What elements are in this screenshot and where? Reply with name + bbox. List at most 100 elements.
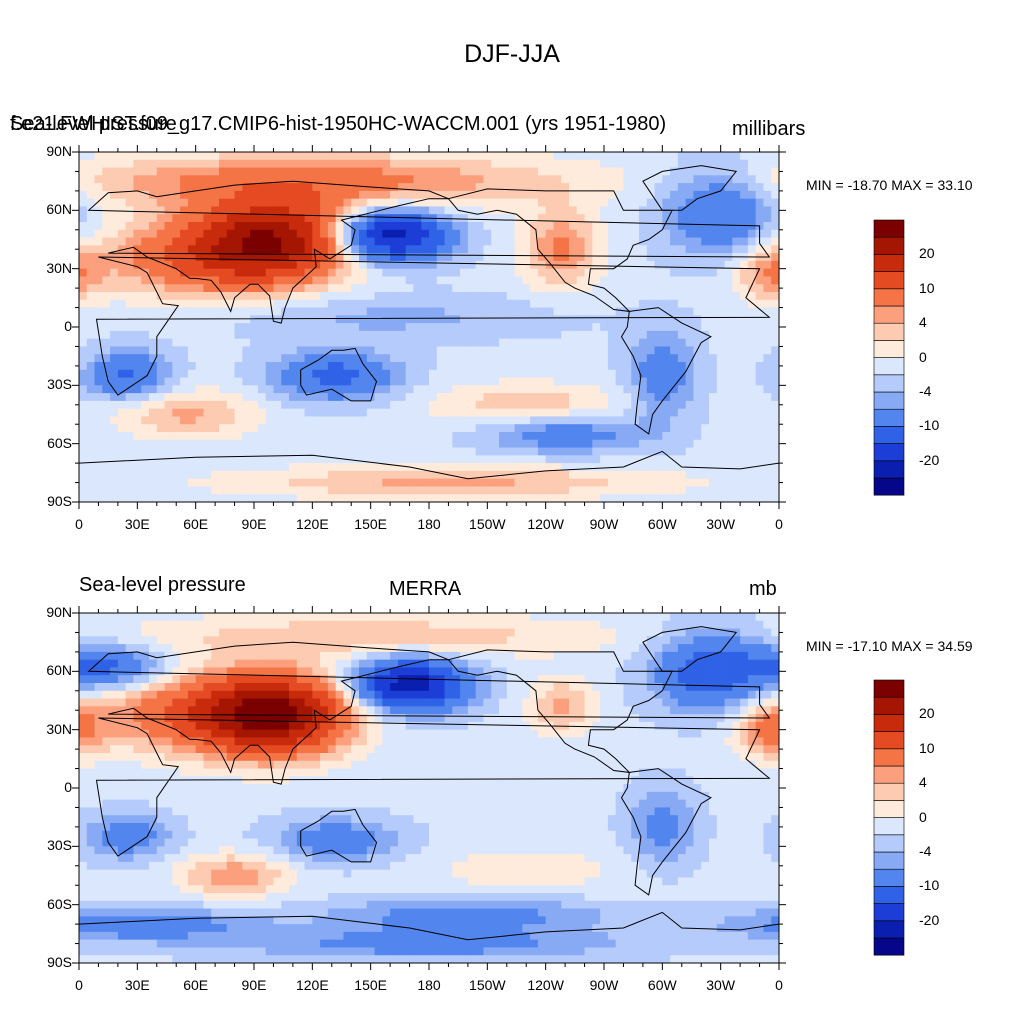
field-cell	[631, 152, 640, 161]
field-cell	[405, 245, 415, 254]
field-cell	[312, 307, 321, 316]
field-cell	[537, 644, 547, 653]
field-cell	[327, 276, 337, 285]
field-cell	[561, 190, 570, 200]
field-cell	[724, 346, 733, 355]
field-cell	[670, 346, 679, 355]
field-cell	[452, 167, 461, 176]
field-cell	[763, 222, 772, 231]
field-cell	[397, 369, 407, 379]
field-cell	[351, 307, 360, 316]
field-cell	[646, 175, 656, 184]
field-cell	[475, 299, 485, 309]
field-cell	[117, 470, 127, 480]
field-cell	[234, 245, 243, 254]
field-cell	[709, 167, 718, 176]
field-cell	[405, 620, 415, 630]
field-cell	[522, 338, 531, 348]
field-cell	[467, 486, 477, 495]
field-cell	[390, 393, 399, 402]
field-cell	[149, 190, 158, 200]
field-cell	[242, 439, 251, 449]
field-cell	[79, 432, 88, 441]
field-cell	[670, 268, 679, 278]
field-cell	[211, 675, 220, 684]
field-cell	[257, 362, 267, 371]
field-cell	[187, 463, 197, 472]
field-cell	[623, 346, 632, 355]
field-cell	[141, 377, 150, 386]
field-cell	[600, 432, 609, 441]
field-cell	[553, 276, 562, 285]
field-cell	[413, 463, 422, 472]
field-cell	[351, 628, 360, 637]
field-cell	[335, 613, 345, 622]
field-cell	[530, 284, 539, 293]
field-cell	[537, 152, 547, 161]
field-cell	[273, 183, 282, 192]
field-cell	[755, 486, 765, 495]
field-cell	[724, 478, 733, 488]
field-cell	[561, 354, 570, 363]
field-cell	[499, 628, 508, 637]
field-cell	[530, 424, 539, 433]
field-cell	[483, 276, 492, 285]
field-cell	[187, 447, 197, 456]
field-cell	[125, 667, 135, 676]
field-cell	[755, 455, 765, 464]
field-cell	[421, 377, 430, 386]
field-cell	[327, 667, 337, 676]
field-cell	[506, 667, 516, 676]
field-cell	[429, 330, 438, 340]
field-cell	[149, 260, 158, 270]
field-cell	[553, 253, 562, 262]
field-cell	[289, 338, 298, 348]
field-cell	[747, 613, 757, 622]
field-cell	[164, 214, 173, 223]
field-cell	[234, 455, 243, 464]
field-cell	[467, 447, 477, 456]
field-cell	[351, 167, 360, 176]
field-cell	[716, 307, 726, 316]
field-cell	[102, 167, 111, 176]
field-cell	[312, 276, 321, 285]
field-cell	[584, 175, 593, 184]
field-cell	[584, 463, 593, 472]
field-cell	[117, 183, 127, 192]
field-cell	[545, 222, 555, 231]
field-cell	[195, 470, 205, 480]
field-cell	[320, 346, 329, 355]
field-cell	[180, 338, 189, 348]
field-cell	[677, 620, 687, 630]
field-cell	[164, 478, 173, 488]
field-cell	[156, 284, 166, 293]
field-cell	[390, 159, 399, 169]
field-cell	[631, 439, 640, 449]
field-cell	[600, 494, 609, 502]
field-cell	[429, 486, 438, 495]
field-cell	[413, 260, 422, 270]
field-cell	[86, 167, 96, 176]
field-cell	[654, 463, 663, 472]
field-cell	[600, 385, 609, 394]
field-cell	[701, 362, 710, 371]
field-cell	[763, 393, 772, 402]
field-cell	[117, 292, 127, 301]
field-cell	[397, 268, 407, 278]
field-cell	[296, 167, 306, 176]
field-cell	[219, 369, 228, 379]
field-cell	[219, 323, 228, 332]
field-cell	[553, 330, 562, 340]
field-cell	[366, 362, 376, 371]
field-cell	[421, 354, 430, 363]
field-cell	[397, 338, 407, 348]
field-cell	[421, 432, 430, 441]
field-cell	[685, 628, 695, 637]
field-cell	[467, 198, 477, 208]
field-cell	[670, 229, 679, 239]
field-cell	[242, 613, 251, 622]
field-cell	[514, 636, 523, 645]
field-cell	[172, 214, 181, 223]
field-cell	[576, 284, 586, 293]
field-cell	[359, 260, 368, 270]
